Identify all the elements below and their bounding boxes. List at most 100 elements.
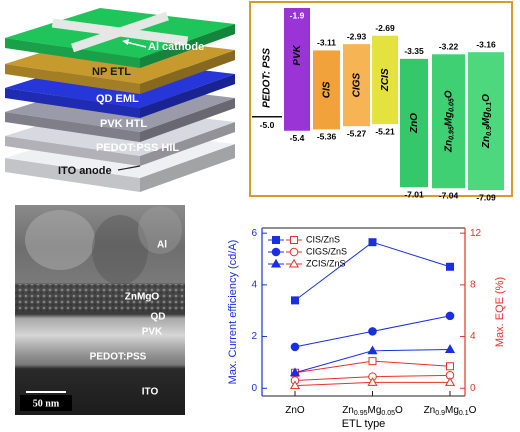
legend-label: CIGS/ZnS (306, 246, 347, 256)
tem-labels: Al ZnMgO QD PVK PEDOT:PSS ITO 50 nm (33, 240, 167, 410)
energy-bar (372, 35, 398, 125)
energy-bar (468, 52, 504, 191)
energy-label: -7.01 (404, 189, 424, 199)
layer-right (140, 50, 235, 94)
legend-marker (288, 258, 300, 268)
layer-left (5, 112, 140, 142)
y-axis-title: Max. Current efficiency (cd/A) (227, 240, 239, 385)
marker (367, 345, 378, 355)
energy-label: -3.22 (439, 42, 459, 52)
material-name: Zn0.9Mg0.1O (481, 94, 494, 149)
marker (446, 362, 454, 371)
marker (446, 262, 454, 271)
energy-label: -5.36 (317, 132, 337, 142)
y2-tick-label: 4 (470, 331, 476, 342)
legend-marker (289, 247, 299, 257)
x-axis-title: ETL type (342, 418, 386, 430)
legend-label: CIS/ZnS (306, 234, 340, 244)
energy-bar (313, 50, 340, 130)
layer-label: PEDOT:PSS HIL (96, 142, 179, 154)
marker (291, 296, 299, 305)
marker (444, 377, 456, 386)
energy-label: -5.0 (260, 120, 275, 130)
layer-right (140, 122, 235, 166)
layer-left-shade (5, 38, 140, 68)
energy-bar (284, 8, 310, 131)
energy-bar (432, 54, 465, 189)
y-tick-label: 4 (251, 280, 257, 291)
layer-left (5, 38, 140, 68)
energy-diagram: -5.0 PEDOT: PSS -1.9 -5.4 PVK -3.11 -5.36 CIS -2… (252, 8, 504, 202)
x-tick-label: Zn0.9Mg0.1O (424, 405, 477, 418)
energy-label: -3.11 (317, 38, 336, 48)
marker (290, 342, 300, 352)
layer-right (140, 24, 235, 68)
y2-axis-title: Max. EQE (%) (494, 277, 506, 347)
y-tick-label: 6 (251, 228, 257, 239)
marker (444, 344, 456, 353)
glass-substrate-right (140, 144, 235, 192)
legend-marker (290, 236, 298, 244)
layer-label: PEDOT:PSS (90, 352, 147, 363)
x-tick-label: Zn0.95Mg0.05O (342, 405, 403, 418)
marker (368, 357, 377, 366)
material-name: CIS (321, 81, 332, 98)
layer-right-shade (140, 50, 235, 94)
layer-label: QD EML (96, 93, 139, 105)
al-cathode-label: Al cathode (148, 41, 204, 53)
glass-substrate-left (5, 158, 140, 192)
energy-label: -7.09 (476, 192, 496, 202)
material-name: PEDOT: PSS (262, 48, 273, 108)
layer-right-shade (140, 74, 235, 118)
layer-label: ITO anode (58, 165, 112, 177)
material-name: CIGS (351, 73, 362, 98)
energy-label: -3.35 (404, 46, 424, 56)
energy-label: -3.16 (476, 39, 496, 49)
device-stack: Al cathode NP ETL QD EML PVK HTL PEDOT:PSS H… (5, 8, 235, 192)
layer-right-shade (140, 24, 235, 68)
marker (367, 377, 378, 386)
energy-bar (400, 58, 428, 188)
glass-substrate-right-shade (140, 144, 235, 192)
layer-label: QD (151, 312, 166, 323)
layer-left (5, 64, 140, 94)
y-tick-label: 2 (251, 331, 257, 342)
layer-left-shade (5, 88, 140, 118)
material-name: ZnO (409, 113, 420, 134)
marker (289, 367, 301, 377)
layer-label: ITO (142, 387, 159, 398)
material-name: Zn0.95Mg0.05O (443, 90, 456, 153)
al-strip (71, 11, 169, 53)
energy-label: -5.21 (375, 126, 395, 136)
layer-left-shade (5, 112, 140, 142)
legend-marker (270, 258, 282, 268)
y2-tick-label: 12 (470, 228, 482, 239)
marker (445, 311, 455, 321)
marker (368, 327, 377, 336)
legend-label: ZCIS/ZnS (306, 258, 346, 268)
layer-right-shade (140, 98, 235, 142)
arrow (125, 41, 147, 48)
material-name: ZCIS (380, 68, 391, 92)
layer-right (140, 74, 235, 118)
layer-label: Al (157, 240, 167, 251)
y2-tick-label: 0 (470, 383, 476, 394)
layer-label: PVK (142, 327, 163, 338)
energy-label: -1.9 (290, 10, 305, 20)
scale-bar-label: 50 nm (33, 398, 60, 409)
layer-label: NP ETL (92, 66, 131, 78)
arrow-head (122, 39, 129, 45)
marker (289, 380, 301, 390)
legend-marker (271, 247, 281, 257)
legend-marker (272, 236, 280, 244)
layer-left (5, 88, 140, 118)
arrow (117, 165, 141, 171)
energy-label: -2.69 (375, 23, 395, 33)
energy-label: -2.93 (347, 31, 367, 41)
tem-image (15, 205, 185, 415)
y2-tick-label: 8 (470, 280, 476, 291)
layer-right (140, 98, 235, 142)
energy-label: -5.4 (290, 133, 305, 143)
energy-label: -5.27 (347, 128, 367, 138)
